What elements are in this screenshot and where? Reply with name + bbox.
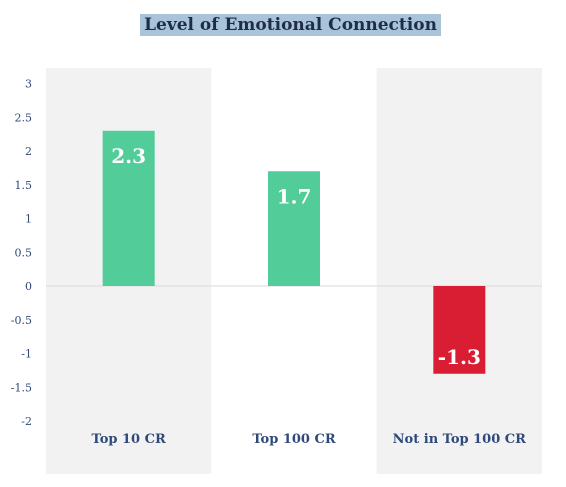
y-tick-label: -1 — [21, 348, 32, 361]
x-category-label: Top 100 CR — [252, 432, 335, 447]
chart-title-background — [140, 14, 441, 36]
y-tick-label: 0 — [25, 280, 32, 293]
x-category-label: Top 10 CR — [92, 432, 166, 447]
chart-title: Level of Emotional Connection — [144, 15, 437, 35]
y-tick-label: -0.5 — [11, 314, 32, 327]
x-category-label: Not in Top 100 CR — [393, 432, 526, 447]
data-label: 1.7 — [277, 184, 312, 208]
data-label: -1.3 — [438, 345, 481, 369]
bar-1 — [102, 130, 155, 286]
y-tick-label: -1.5 — [11, 381, 32, 394]
y-tick-label: 1.5 — [15, 179, 33, 192]
y-tick-label: 2 — [25, 145, 32, 158]
y-tick-label: 3 — [25, 78, 32, 91]
bar-3 — [433, 286, 486, 374]
y-tick-label: 2.5 — [15, 111, 33, 124]
y-tick-label: 0.5 — [15, 246, 33, 259]
y-tick-label: -2 — [21, 415, 32, 428]
category-band-3 — [376, 68, 542, 474]
y-tick-label: 1 — [25, 213, 32, 226]
data-label: 2.3 — [111, 144, 146, 168]
bar-2 — [268, 171, 320, 286]
